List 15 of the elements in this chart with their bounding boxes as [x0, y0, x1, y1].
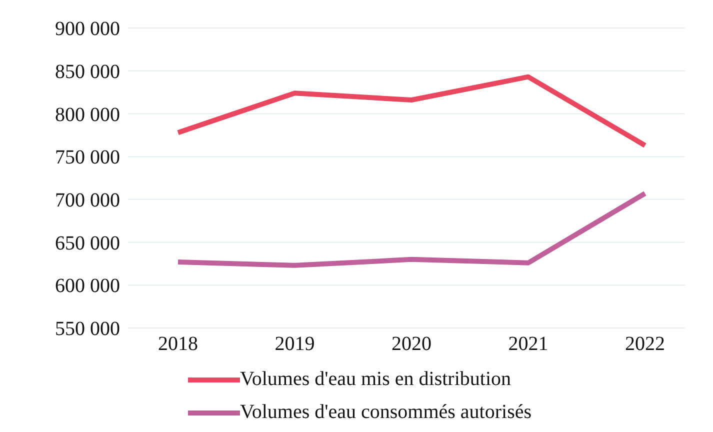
- legend-label: Volumes d'eau consommés autorisés: [240, 401, 532, 424]
- y-tick-label: 650 000: [55, 232, 120, 254]
- y-tick-label: 850 000: [55, 60, 120, 83]
- x-tick-label: 2019: [274, 333, 315, 356]
- y-tick-label: 750 000: [55, 146, 120, 169]
- y-tick-label: 600 000: [55, 275, 120, 298]
- x-tick-label: 2020: [392, 333, 432, 356]
- x-tick-label: 2018: [158, 333, 198, 356]
- x-tick-label: 2022: [625, 333, 665, 356]
- y-tick-label: 900 000: [55, 18, 120, 40]
- x-tick-label: 2021: [508, 333, 548, 356]
- y-tick-label: 550 000: [55, 318, 120, 340]
- y-tick-label: 800 000: [55, 104, 120, 126]
- y-tick-label: 700 000: [55, 190, 120, 212]
- legend-label: Volumes d'eau mis en distribution: [240, 368, 511, 391]
